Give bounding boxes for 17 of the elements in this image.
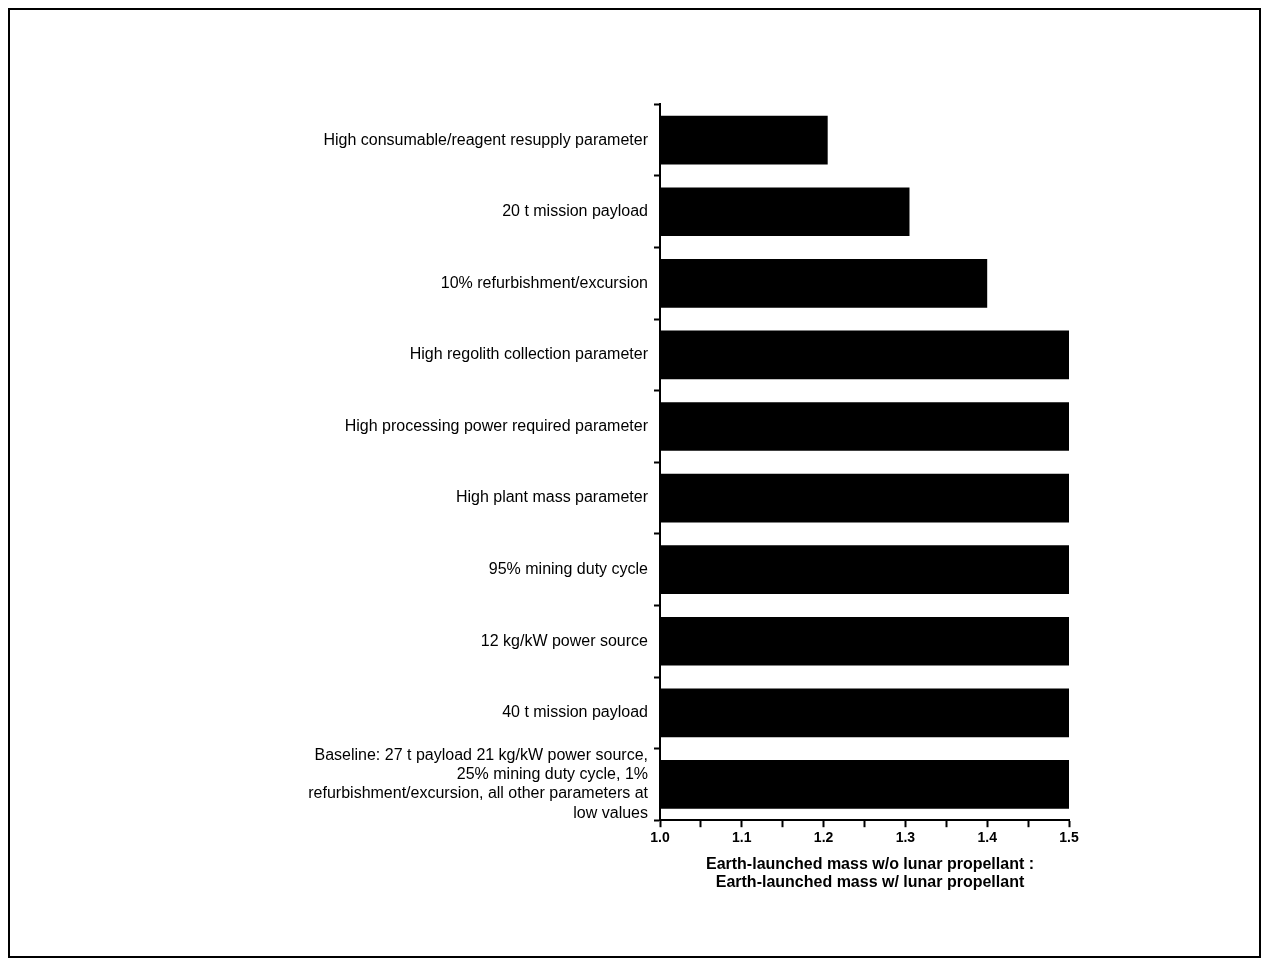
y-tick-label: 10% refurbishment/excursion [440, 273, 648, 291]
x-tick-label: 1.4 [977, 829, 998, 846]
y-tick-label: 12 kg/kW power source [480, 631, 649, 649]
y-tick-label: 20 t mission payload [502, 202, 648, 220]
y-tick-label: 40 t mission payload [502, 703, 648, 721]
y-tick-label: Baseline: 27 t payload 21 kg/kW power source, 25% mining duty cycle, 1% refurbishment/excursion, all other parameters at low values [308, 746, 649, 821]
y-tick-label: High consumable/reagent resupply parameter [323, 130, 649, 148]
x-tick-label: 1.3 [895, 829, 916, 846]
x-tick-label: 1.1 [732, 829, 752, 846]
x-tick-label: 1.2 [813, 829, 834, 846]
y-tick-label: High regolith collection parameter [409, 345, 649, 363]
x-tick-label: 1.0 [650, 829, 670, 846]
y-tick-label: High processing power required parameter [344, 416, 649, 434]
y-tick-label: High plant mass parameter [455, 488, 649, 506]
x-tick-label: 1.5 [1059, 829, 1079, 846]
y-tick-label: 95% mining duty cycle [488, 560, 649, 578]
x-axis-title: Earth-launched mass w/o lunar propellant : Earth-launched mass w/ lunar propellant [704, 855, 1036, 891]
